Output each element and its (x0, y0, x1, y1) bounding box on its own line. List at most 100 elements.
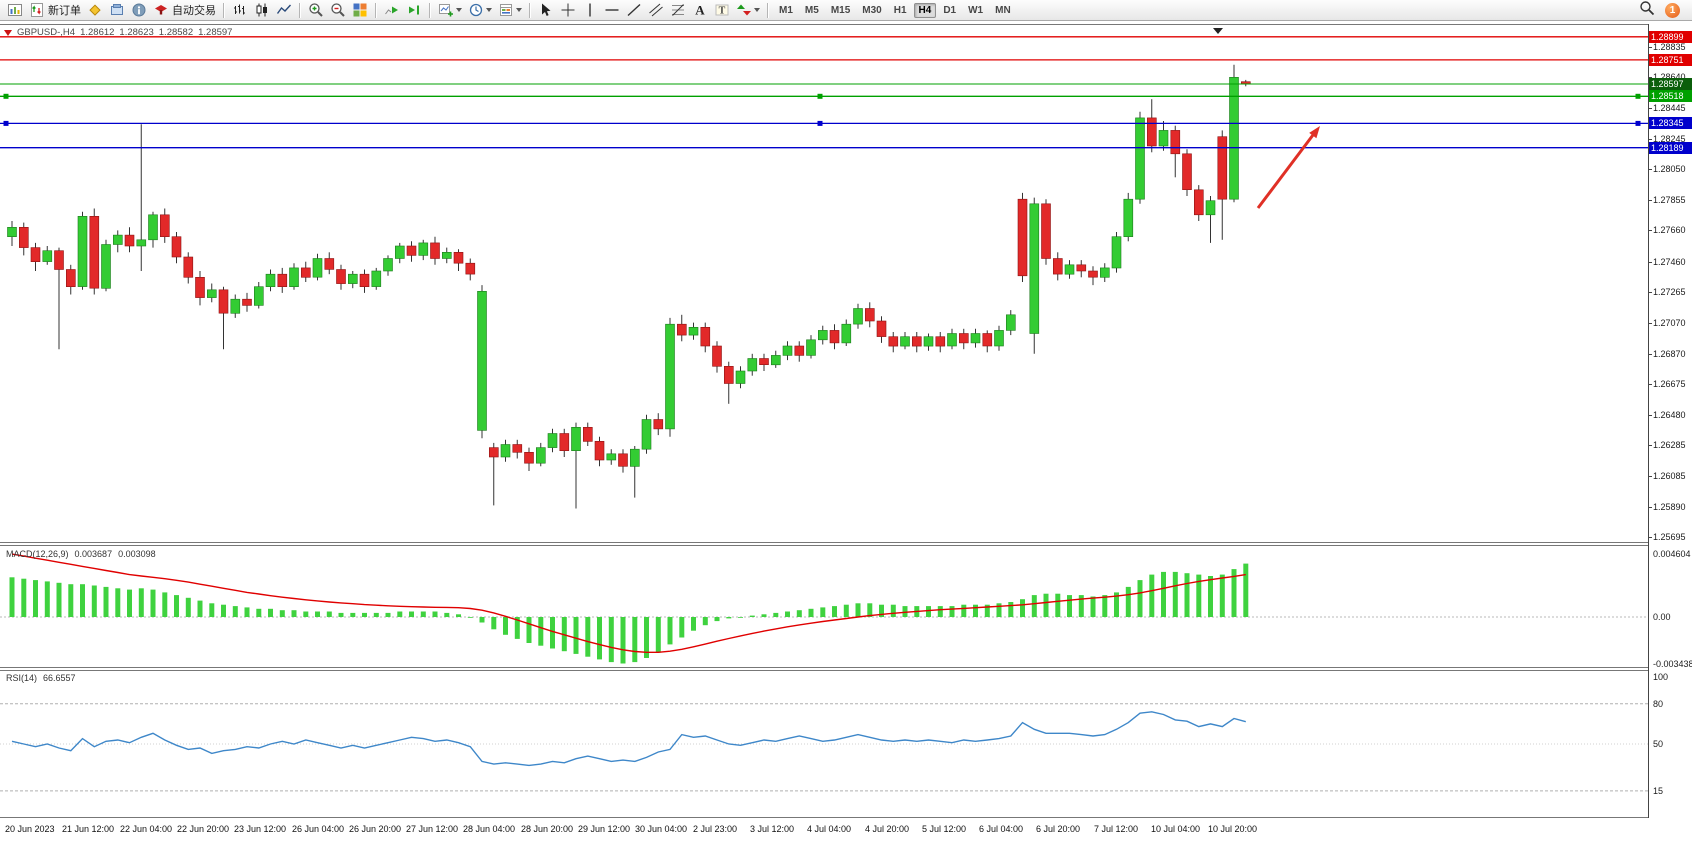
price-axis-label: 1.26085 (1653, 471, 1686, 481)
arrows-icon[interactable] (733, 1, 763, 19)
timeframe-h1[interactable]: H1 (893, 4, 907, 16)
auto-trading-button[interactable]: 自动交易 (150, 1, 219, 19)
macd-histogram-bar (1055, 593, 1061, 617)
fibonacci-icon[interactable] (667, 1, 689, 19)
price-axis-label: 1.27265 (1653, 287, 1686, 297)
crosshair-icon[interactable] (557, 1, 579, 19)
candle-body (195, 277, 205, 298)
info-icon[interactable] (128, 1, 150, 19)
timeframe-d1[interactable]: D1 (943, 4, 957, 16)
candle-body (947, 333, 957, 347)
candle-body (876, 320, 887, 337)
candle-body (1017, 198, 1028, 277)
auto-scroll-icon[interactable] (381, 1, 403, 19)
axis-tick (1648, 200, 1652, 201)
zoom-out-icon[interactable] (327, 1, 349, 19)
candle-body (712, 345, 722, 367)
candle-body (1182, 153, 1192, 191)
axis-tick (1648, 169, 1652, 170)
line-chart-icon[interactable] (273, 1, 295, 19)
macd-histogram-bar (221, 604, 226, 617)
candle-body (735, 370, 746, 384)
macd-histogram-bar (1020, 599, 1025, 617)
candle-body (1111, 236, 1122, 269)
candle-body (218, 289, 229, 314)
equidistant-channel-icon[interactable] (645, 1, 667, 19)
time-axis-label: 28 Jun 20:00 (521, 824, 574, 834)
symbol-caret-icon[interactable] (4, 29, 12, 36)
macd-histogram-bar (655, 617, 661, 653)
search-icon[interactable] (1639, 0, 1655, 21)
symbol-period-label: GBPUSD-,H4 (17, 27, 76, 38)
time-axis-label: 26 Jun 04:00 (292, 824, 345, 834)
price-chart[interactable] (0, 24, 1648, 543)
time-axis-label: 6 Jul 20:00 (1036, 824, 1081, 834)
trendline-icon[interactable] (623, 1, 645, 19)
macd-histogram-bar (996, 603, 1002, 617)
macd-panel[interactable] (0, 545, 1648, 668)
text-label-icon[interactable]: T (711, 1, 733, 19)
timeframe-h4[interactable]: H4 (913, 2, 937, 18)
new-chart-icon[interactable] (4, 1, 26, 19)
dropdown-arrow-icon (486, 8, 492, 12)
axis-tick (1648, 415, 1652, 416)
timeframe-w1[interactable]: W1 (968, 4, 984, 16)
macd-histogram-bar (467, 617, 473, 618)
macd-axis-label: 0.004604 (1653, 549, 1691, 559)
line-selection-handle (817, 93, 823, 99)
candle-body (160, 214, 170, 238)
timeframe-m30[interactable]: M30 (862, 4, 882, 16)
macd-histogram-bar (1090, 596, 1096, 617)
candlestick-chart-icon[interactable] (251, 1, 273, 19)
rsi-label: RSI(14) 66.6557 (6, 673, 76, 683)
cursor-icon[interactable] (535, 1, 557, 19)
candle-body (148, 214, 158, 241)
candle-body (136, 239, 147, 247)
templates-icon[interactable] (495, 1, 525, 19)
periods-icon[interactable] (465, 1, 495, 19)
chart-shift-icon[interactable] (403, 1, 425, 19)
zoom-in-icon[interactable] (305, 1, 327, 19)
indicators-icon[interactable] (435, 1, 465, 19)
candle-body (1100, 267, 1110, 278)
candle-body (806, 339, 816, 356)
candle-body (183, 256, 194, 278)
metaeditor-icon[interactable] (84, 1, 106, 19)
level-price-tag: 1.28189 (1649, 142, 1692, 154)
axis-tick (1648, 445, 1652, 446)
tile-windows-icon[interactable] (349, 1, 371, 19)
trend-arrow-head (1309, 126, 1320, 139)
axis-tick (1648, 77, 1652, 78)
timeframe-mn[interactable]: MN (995, 4, 1011, 16)
macd-histogram-bar (103, 586, 109, 617)
vertical-line-icon[interactable] (579, 1, 601, 19)
candle-body (1170, 130, 1181, 155)
profiles-icon[interactable] (106, 1, 128, 19)
candle-body (66, 269, 76, 288)
macd-histogram-bar (514, 617, 520, 639)
macd-histogram-bar (644, 617, 649, 658)
timeframe-m1[interactable]: M1 (779, 4, 793, 16)
candle-body (230, 298, 241, 314)
text-icon[interactable]: A (689, 1, 711, 19)
timeframe-m5[interactable]: M5 (804, 4, 819, 16)
rsi-panel[interactable] (0, 670, 1648, 818)
candle-body (1088, 270, 1098, 278)
candle-body (817, 330, 828, 341)
horizontal-line-icon[interactable] (601, 1, 623, 19)
chart-header: GBPUSD-,H4 1.28612 1.28623 1.28582 1.285… (4, 27, 232, 38)
candle-body (935, 336, 946, 347)
notification-badge[interactable]: 1 (1665, 2, 1680, 18)
bar-chart-icon[interactable] (229, 1, 251, 19)
macd-histogram-bar (879, 604, 884, 617)
candle-body (265, 273, 276, 287)
new-order-button[interactable]: 新订单 (26, 1, 84, 19)
svg-text:A: A (695, 3, 705, 18)
macd-histogram-bar (702, 617, 708, 626)
candle-body (242, 298, 252, 306)
bar-close-value: 1.28597 (198, 27, 233, 38)
macd-histogram-bar (855, 603, 861, 617)
candle-body (653, 419, 664, 430)
candle-body (441, 252, 452, 259)
timeframe-m15[interactable]: M15 (830, 4, 851, 16)
